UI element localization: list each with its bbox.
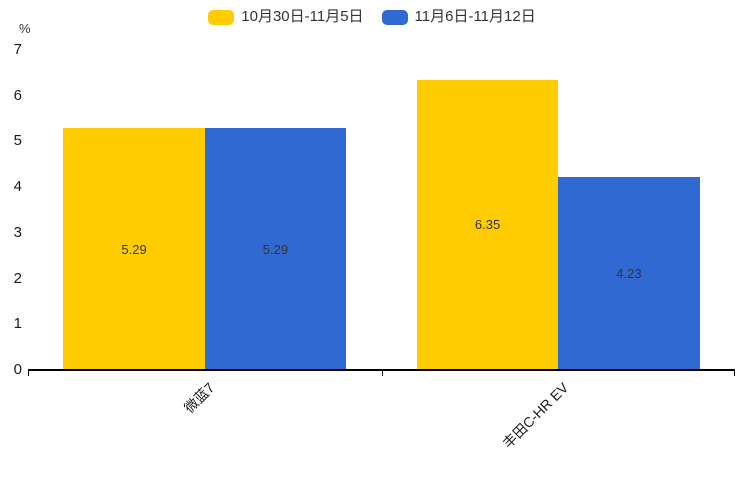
- bar-value-label: 5.29: [121, 241, 147, 257]
- y-tick-label-4: 4: [13, 178, 22, 196]
- x-axis-label-0: 微蓝7: [180, 379, 218, 417]
- bar-value-label: 4.23: [616, 265, 642, 281]
- y-tick-label-1: 1: [13, 315, 22, 333]
- legend-item-1[interactable]: 11月6日-11月12日: [381, 7, 536, 27]
- bar-丰田C-HR EV-series-1[interactable]: 4.23: [558, 176, 700, 370]
- legend-swatch-1: [381, 9, 408, 25]
- x-axis-tick-2: [734, 371, 735, 376]
- bar-value-label: 5.29: [262, 241, 289, 257]
- y-axis-unit-label: %: [19, 21, 31, 36]
- x-axis-tick-1: [381, 371, 383, 376]
- x-axis-tick-0: [28, 371, 29, 376]
- bar-丰田C-HR EV-series-0[interactable]: 6.35: [416, 79, 559, 370]
- bar-微蓝7-series-1[interactable]: 5.29: [204, 128, 347, 370]
- legend-swatch-0: [208, 9, 235, 25]
- plot-area: 5.29 5.29 微蓝7 6.35 4.23 丰田C-HR EV: [28, 50, 735, 451]
- x-axis-line: [28, 369, 735, 371]
- legend-item-0[interactable]: 10月30日-11月5日: [208, 7, 364, 27]
- legend-label-0: 10月30日-11月5日: [241, 8, 364, 25]
- y-tick-label-5: 5: [13, 132, 22, 150]
- legend: 10月30日-11月5日 11月6日-11月12日: [0, 7, 744, 27]
- y-tick-label-0: 0: [13, 361, 22, 378]
- x-axis-label-1: 丰田C-HR EV: [499, 379, 571, 452]
- bar-value-label: 6.35: [474, 217, 501, 233]
- legend-label-1: 11月6日-11月12日: [414, 8, 536, 25]
- y-tick-label-7: 7: [13, 41, 22, 58]
- y-tick-label-2: 2: [13, 269, 22, 287]
- y-tick-label-3: 3: [13, 223, 22, 241]
- y-tick-label-6: 6: [13, 86, 22, 104]
- bar-微蓝7-series-0[interactable]: 5.29: [63, 128, 205, 370]
